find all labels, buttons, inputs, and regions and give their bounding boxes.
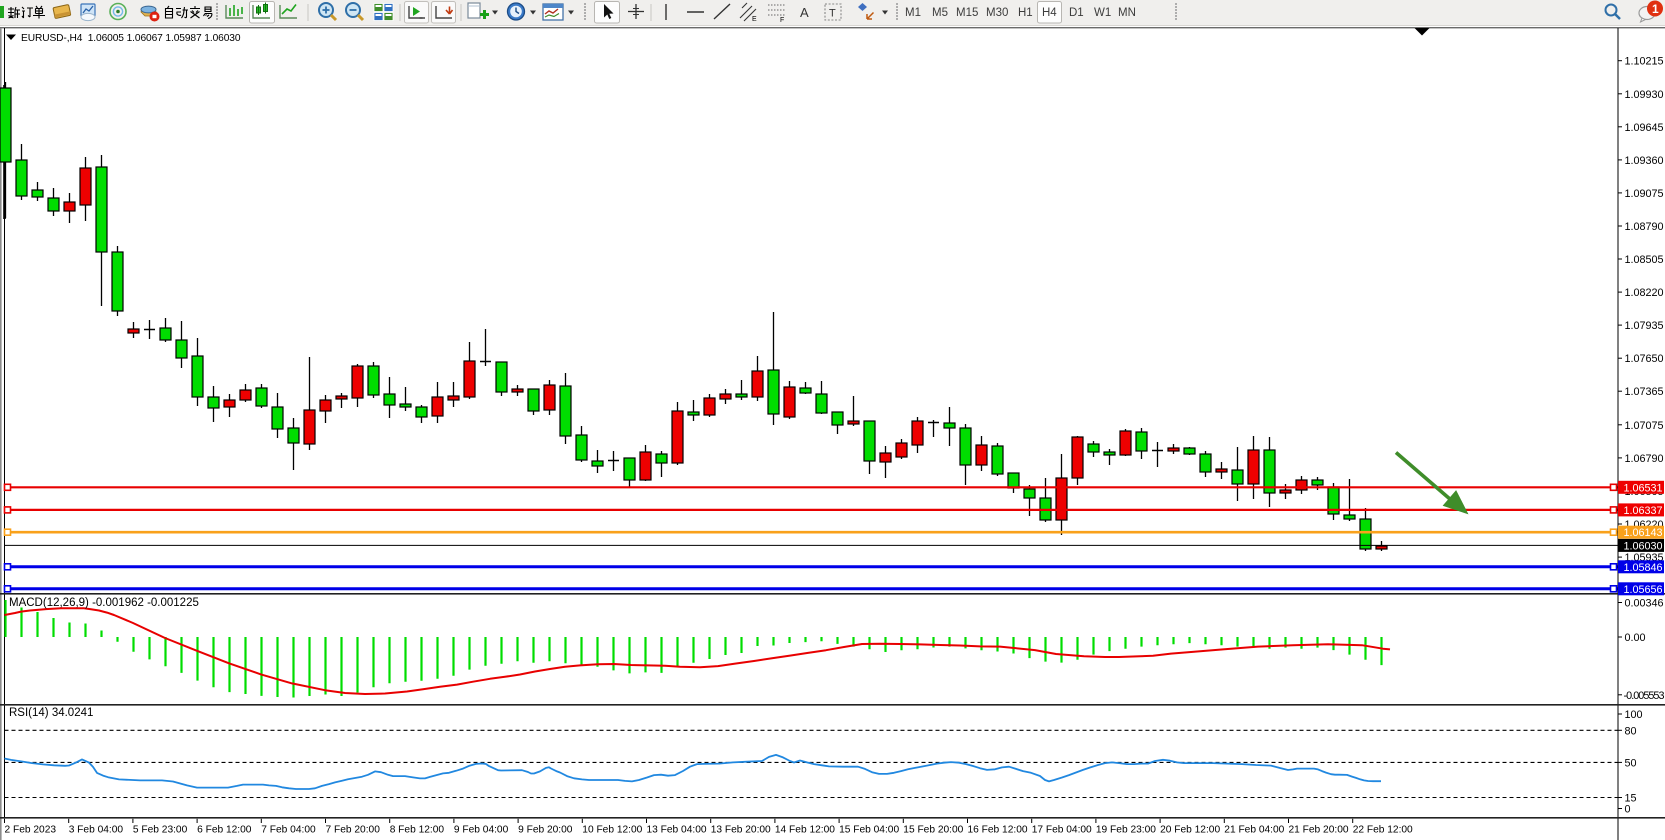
svg-text:15 Feb 04:00: 15 Feb 04:00: [839, 825, 899, 836]
svg-text:1.06337: 1.06337: [1624, 505, 1663, 517]
svg-text:T: T: [829, 8, 836, 20]
svg-text:16 Feb 12:00: 16 Feb 12:00: [968, 825, 1028, 836]
svg-text:50: 50: [1625, 757, 1637, 769]
svg-text:80: 80: [1625, 725, 1637, 737]
svg-text:15 Feb 20:00: 15 Feb 20:00: [903, 825, 963, 836]
svg-text:3 Feb 04:00: 3 Feb 04:00: [69, 825, 124, 836]
svg-text:13 Feb 20:00: 13 Feb 20:00: [711, 825, 771, 836]
svg-text:7 Feb 20:00: 7 Feb 20:00: [326, 825, 381, 836]
svg-text:F: F: [780, 17, 784, 24]
svg-text:M5: M5: [932, 7, 948, 19]
svg-text:1.07650: 1.07650: [1625, 353, 1664, 365]
svg-text:100: 100: [1625, 709, 1643, 721]
svg-text:1.07935: 1.07935: [1625, 320, 1664, 332]
svg-text:8 Feb 12:00: 8 Feb 12:00: [390, 825, 445, 836]
svg-text:1.06030: 1.06030: [1624, 540, 1663, 552]
svg-text:5 Feb 23:00: 5 Feb 23:00: [133, 825, 188, 836]
svg-text:A: A: [800, 5, 809, 20]
svg-text:1.07365: 1.07365: [1625, 386, 1664, 398]
svg-text:0.00346: 0.00346: [1625, 598, 1664, 610]
svg-text:1.06531: 1.06531: [1624, 482, 1663, 494]
svg-text:10 Feb 12:00: 10 Feb 12:00: [582, 825, 642, 836]
svg-text:19 Feb 23:00: 19 Feb 23:00: [1096, 825, 1156, 836]
svg-text:1.05846: 1.05846: [1624, 562, 1663, 574]
svg-text:9 Feb 20:00: 9 Feb 20:00: [518, 825, 573, 836]
svg-text:H1: H1: [1018, 7, 1033, 19]
svg-text:RSI(14) 34.0241: RSI(14) 34.0241: [9, 707, 93, 719]
svg-text:1.09930: 1.09930: [1625, 89, 1664, 101]
svg-text:0: 0: [1625, 804, 1631, 816]
svg-text:W1: W1: [1094, 7, 1111, 19]
svg-text:0.00: 0.00: [1625, 632, 1646, 644]
svg-text:1.06143: 1.06143: [1624, 527, 1663, 539]
svg-text:D1: D1: [1069, 7, 1084, 19]
svg-text:EURUSD-,H4 1.06005 1.06067 1.: EURUSD-,H4 1.06005 1.06067 1.05987 1.060…: [21, 33, 241, 44]
svg-text:1.08220: 1.08220: [1625, 287, 1664, 299]
svg-text:MN: MN: [1118, 7, 1136, 19]
svg-text:1: 1: [1652, 2, 1659, 16]
svg-text:M1: M1: [905, 7, 921, 19]
svg-text:15: 15: [1625, 793, 1637, 805]
svg-text:17 Feb 04:00: 17 Feb 04:00: [1032, 825, 1092, 836]
svg-text:E: E: [752, 16, 757, 23]
svg-text:1.06790: 1.06790: [1625, 453, 1664, 465]
svg-text:H4: H4: [1042, 7, 1057, 19]
svg-text:1.09360: 1.09360: [1625, 155, 1664, 167]
svg-text:1.07075: 1.07075: [1625, 420, 1664, 432]
svg-text:1.10215: 1.10215: [1625, 56, 1664, 68]
svg-text:1.09645: 1.09645: [1625, 122, 1664, 134]
svg-text:14 Feb 12:00: 14 Feb 12:00: [775, 825, 835, 836]
svg-text:6 Feb 12:00: 6 Feb 12:00: [197, 825, 252, 836]
svg-text:1.08790: 1.08790: [1625, 221, 1664, 233]
svg-text:2 Feb 2023: 2 Feb 2023: [5, 825, 57, 836]
svg-text:MACD(12,26,9) -0.001962 -0.001: MACD(12,26,9) -0.001962 -0.001225: [9, 597, 199, 609]
svg-text:1.09075: 1.09075: [1625, 188, 1664, 200]
svg-text:22 Feb 12:00: 22 Feb 12:00: [1353, 825, 1413, 836]
svg-text:M30: M30: [986, 7, 1008, 19]
svg-text:9 Feb 04:00: 9 Feb 04:00: [454, 825, 509, 836]
svg-text:-0.005553: -0.005553: [1624, 690, 1665, 702]
svg-text:21 Feb 20:00: 21 Feb 20:00: [1289, 825, 1349, 836]
svg-text:M15: M15: [956, 7, 978, 19]
svg-text:20 Feb 12:00: 20 Feb 12:00: [1160, 825, 1220, 836]
svg-text:13 Feb 04:00: 13 Feb 04:00: [647, 825, 707, 836]
svg-text:1.08505: 1.08505: [1625, 254, 1664, 266]
svg-text:1.05656: 1.05656: [1624, 584, 1663, 596]
svg-text:7 Feb 04:00: 7 Feb 04:00: [261, 825, 316, 836]
svg-text:21 Feb 04:00: 21 Feb 04:00: [1224, 825, 1284, 836]
